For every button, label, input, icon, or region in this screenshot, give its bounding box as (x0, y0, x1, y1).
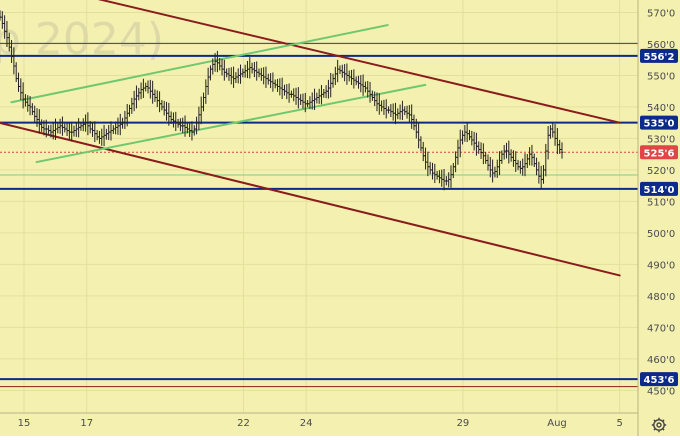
y-tick-label: 520'0 (647, 166, 675, 177)
y-tick-label: 470'0 (647, 323, 675, 334)
y-tick-label: 490'0 (647, 260, 675, 271)
y-tick-label: 510'0 (647, 197, 675, 208)
y-tick-label: 570'0 (647, 8, 675, 19)
trendlines (0, 0, 621, 277)
y-tick-label: 460'0 (647, 355, 675, 366)
horizontal-lines (0, 42, 638, 388)
y-tick-label: 480'0 (647, 292, 675, 303)
y-tick-label: 560'0 (647, 40, 675, 51)
level-badge: 556'2 (640, 48, 678, 63)
svg-text:535'0: 535'0 (644, 119, 675, 130)
level-badge: 514'0 (640, 181, 678, 196)
x-tick-label: 17 (80, 418, 93, 429)
chart-settings-button[interactable] (637, 413, 680, 436)
svg-text:453'6: 453'6 (644, 375, 675, 386)
trendline[interactable] (35, 83, 427, 164)
x-axis-panel[interactable] (0, 413, 638, 436)
y-tick-label: 500'0 (647, 229, 675, 240)
grid-layer (0, 0, 638, 413)
trendline[interactable] (62, 0, 621, 124)
trendline[interactable] (0, 121, 621, 277)
x-tick-label: Aug (547, 418, 567, 429)
svg-text:556'2: 556'2 (644, 52, 675, 63)
trendline[interactable] (10, 24, 389, 104)
level-badge: 453'6 (640, 372, 678, 387)
y-axis-panel[interactable] (638, 0, 680, 436)
svg-text:525'6: 525'6 (644, 148, 675, 159)
x-tick-label: 5 (617, 418, 623, 429)
x-tick-label: 15 (18, 418, 31, 429)
y-tick-label: 540'0 (647, 103, 675, 114)
candle (560, 142, 564, 159)
last-price-badge: 525'6 (640, 145, 678, 160)
x-tick-label: 22 (237, 418, 250, 429)
y-tick-label: 550'0 (647, 71, 675, 82)
candles (0, 10, 564, 191)
x-tick-label: 29 (457, 418, 470, 429)
watermark: Sep 2024) (0, 14, 164, 65)
x-tick-label: 24 (300, 418, 313, 429)
y-tick-label: 530'0 (647, 134, 675, 145)
level-badge: 535'0 (640, 115, 678, 130)
gear-icon (651, 417, 666, 432)
svg-text:514'0: 514'0 (644, 185, 675, 196)
y-tick-label: 450'0 (647, 386, 675, 397)
